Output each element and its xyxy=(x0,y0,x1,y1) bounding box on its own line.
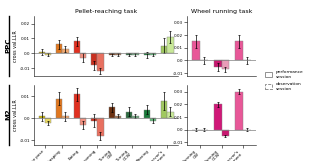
Legend: performance
session, observation
session: performance session, observation session xyxy=(264,69,304,92)
Bar xyxy=(214,104,222,130)
Bar xyxy=(167,37,174,53)
Bar xyxy=(45,118,51,123)
Bar xyxy=(91,53,97,65)
Bar xyxy=(56,99,62,118)
Bar xyxy=(74,41,80,53)
Bar xyxy=(62,116,69,118)
Bar xyxy=(214,61,222,67)
Bar xyxy=(222,130,229,136)
Y-axis label: cross val.LLR: cross val.LLR xyxy=(13,99,18,131)
Bar xyxy=(150,118,156,121)
Bar xyxy=(167,112,174,118)
Bar xyxy=(235,41,243,61)
Bar xyxy=(144,53,150,55)
Title: Pellet-reaching task: Pellet-reaching task xyxy=(75,9,137,14)
Bar xyxy=(109,53,115,55)
Bar xyxy=(235,92,243,130)
Bar xyxy=(115,116,121,118)
Bar xyxy=(109,107,115,118)
Bar xyxy=(97,118,104,136)
Text: PPC: PPC xyxy=(6,37,12,53)
Bar xyxy=(115,53,121,55)
Bar xyxy=(45,53,51,55)
Bar xyxy=(132,53,139,55)
Bar xyxy=(126,53,132,55)
Bar xyxy=(222,61,229,69)
Bar xyxy=(144,110,150,118)
Bar xyxy=(38,116,45,118)
Bar xyxy=(80,118,86,125)
Bar xyxy=(161,46,167,53)
Bar xyxy=(192,41,200,61)
Text: M2: M2 xyxy=(6,109,12,120)
Bar xyxy=(91,118,97,121)
Bar xyxy=(132,116,139,118)
Bar xyxy=(126,112,132,118)
Y-axis label: cross val.LLR: cross val.LLR xyxy=(13,30,18,62)
Bar xyxy=(150,53,156,55)
Bar xyxy=(161,101,167,118)
Title: Wheel running task: Wheel running task xyxy=(191,9,252,14)
Bar xyxy=(56,44,62,53)
Bar xyxy=(97,53,104,71)
Bar xyxy=(74,94,80,118)
Bar xyxy=(62,49,69,53)
Bar xyxy=(38,52,45,53)
Bar xyxy=(80,53,86,58)
